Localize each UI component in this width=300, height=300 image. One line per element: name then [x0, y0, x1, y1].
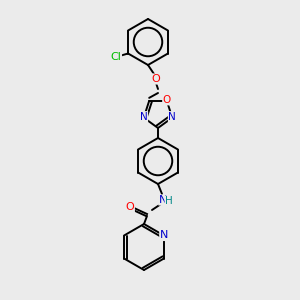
- Text: N: N: [140, 112, 148, 122]
- Text: O: O: [126, 202, 134, 212]
- Text: N: N: [159, 195, 167, 205]
- Text: O: O: [152, 74, 160, 84]
- Text: N: N: [168, 112, 176, 122]
- Text: H: H: [165, 196, 173, 206]
- Text: Cl: Cl: [111, 52, 122, 62]
- Text: N: N: [160, 230, 168, 241]
- Text: O: O: [163, 95, 171, 105]
